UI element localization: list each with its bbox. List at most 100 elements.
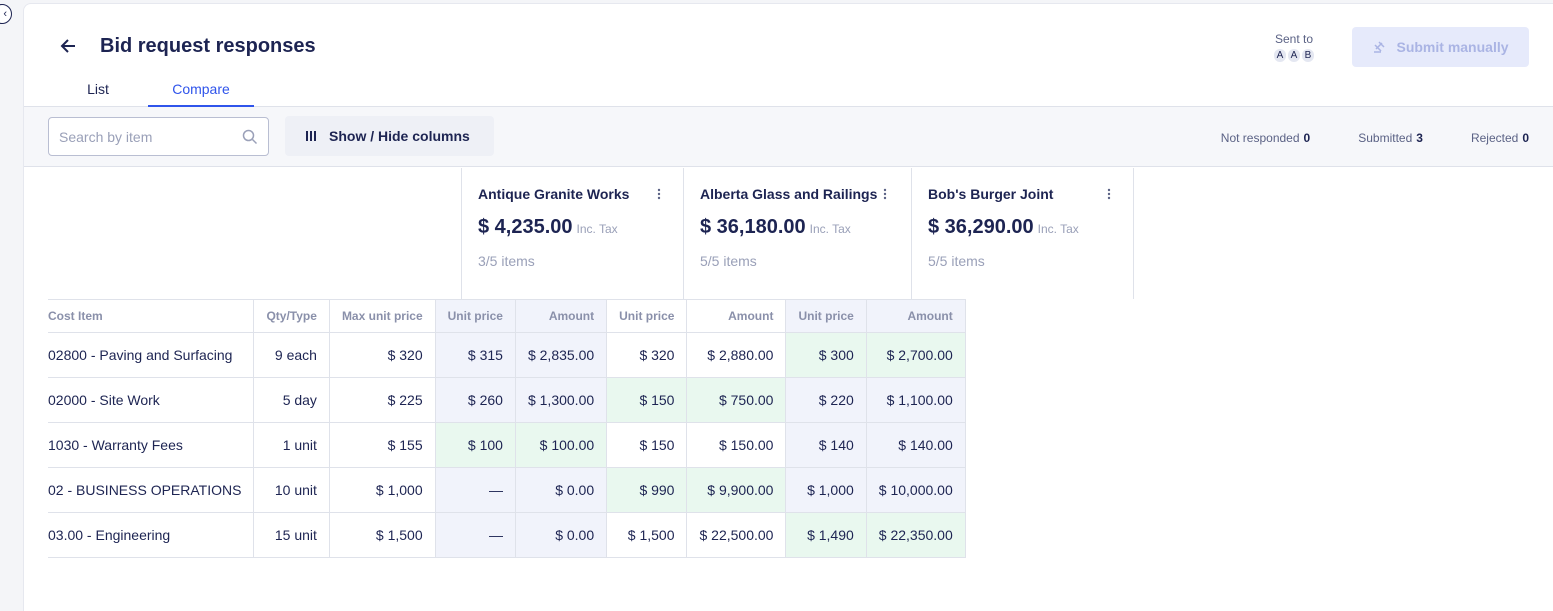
tab-list[interactable]: List xyxy=(87,81,109,97)
max-price-cell: $ 1,500 xyxy=(328,512,436,558)
col-header-amount[interactable]: Amount xyxy=(865,299,966,333)
vendor-name: Bob's Burger Joint xyxy=(928,186,1054,202)
qty-cell: 5 day xyxy=(253,377,330,423)
vendor-total: $ 36,180.00 Inc. Tax xyxy=(700,216,851,238)
vendor-name: Antique Granite Works xyxy=(478,186,630,202)
amount-cell: $ 0.00 xyxy=(514,512,608,558)
col-header-cost-item[interactable]: Cost Item xyxy=(48,299,255,333)
unit-price-cell: $ 260 xyxy=(434,377,516,423)
unit-price-cell: $ 220 xyxy=(785,377,867,423)
search-input[interactable] xyxy=(59,128,242,145)
qty-cell: 9 each xyxy=(253,332,330,378)
vendor-total: $ 36,290.00 Inc. Tax xyxy=(928,216,1079,238)
amount-cell: $ 150.00 xyxy=(686,422,787,468)
amount-cell: $ 10,000.00 xyxy=(865,467,966,513)
unit-price-cell: $ 1,000 xyxy=(785,467,867,513)
amount-cell: $ 22,350.00 xyxy=(865,512,966,558)
amount-cell: $ 140.00 xyxy=(865,422,966,468)
max-price-cell: $ 155 xyxy=(328,422,436,468)
search-icon[interactable] xyxy=(242,129,258,145)
vendor-item-count: 5/5 items xyxy=(928,253,985,269)
sent-to-avatars: A A B xyxy=(1274,49,1314,62)
amount-cell: $ 750.00 xyxy=(686,377,787,423)
cost-item-cell: 1030 - Warranty Fees xyxy=(48,422,255,468)
more-options-icon[interactable] xyxy=(1107,188,1111,200)
table-header-row: Cost Item Qty/Type Max unit price Unit p… xyxy=(48,299,966,333)
more-options-icon[interactable] xyxy=(883,188,887,200)
tab-compare[interactable]: Compare xyxy=(148,81,254,107)
max-price-cell: $ 225 xyxy=(328,377,436,423)
col-header-amount[interactable]: Amount xyxy=(514,299,608,333)
vendor-header-bobs-burger-joint: Bob's Burger Joint $ 36,290.00 Inc. Tax 5… xyxy=(911,168,1134,299)
cost-item-cell: 03.00 - Engineering xyxy=(48,512,255,558)
col-header-unit-price[interactable]: Unit price xyxy=(434,299,516,333)
count-not-responded: Not responded 0 xyxy=(1220,131,1311,145)
amount-cell: $ 2,880.00 xyxy=(686,332,787,378)
unit-price-cell: $ 315 xyxy=(434,332,516,378)
avatar[interactable]: A xyxy=(1274,49,1286,62)
unit-price-cell: $ 140 xyxy=(785,422,867,468)
count-rejected: Rejected 0 xyxy=(1470,131,1529,145)
unit-price-cell: $ 1,500 xyxy=(606,512,688,558)
unit-price-cell: $ 320 xyxy=(606,332,688,378)
back-arrow-icon[interactable] xyxy=(58,36,78,56)
unit-price-cell: $ 100 xyxy=(434,422,516,468)
more-options-icon[interactable] xyxy=(657,188,661,200)
table-row[interactable]: 02000 - Site Work 5 day $ 225 $ 260 $ 1,300.… xyxy=(48,377,966,423)
unit-price-cell: — xyxy=(434,512,516,558)
max-price-cell: $ 320 xyxy=(328,332,436,378)
unit-price-cell: — xyxy=(434,467,516,513)
cost-item-cell: 02800 - Paving and Surfacing xyxy=(48,332,255,378)
table-row[interactable]: 02 - BUSINESS OPERATIONS 10 unit $ 1,000— $… xyxy=(48,467,966,513)
amount-cell: $ 22,500.00 xyxy=(686,512,787,558)
amount-cell: $ 2,700.00 xyxy=(865,332,966,378)
vendor-total: $ 4,235.00 Inc. Tax xyxy=(478,216,618,238)
count-submitted: Submitted 3 xyxy=(1358,131,1423,145)
col-header-qty[interactable]: Qty/Type xyxy=(253,299,330,333)
table-row[interactable]: 1030 - Warranty Fees 1 unit $ 155 $ 100 $ 10… xyxy=(48,422,966,468)
amount-cell: $ 0.00 xyxy=(514,467,608,513)
cost-item-cell: 02 - BUSINESS OPERATIONS xyxy=(48,467,255,513)
sent-to-label: Sent to xyxy=(1274,32,1314,46)
show-hide-columns-label: Show / Hide columns xyxy=(329,128,470,144)
avatar[interactable]: A xyxy=(1288,49,1300,62)
qty-cell: 15 unit xyxy=(253,512,330,558)
columns-icon xyxy=(306,131,316,141)
table-row[interactable]: 02800 - Paving and Surfacing 9 each $ 320 $… xyxy=(48,332,966,378)
submit-manually-label: Submit manually xyxy=(1396,39,1509,55)
max-price-cell: $ 1,000 xyxy=(328,467,436,513)
vendor-item-count: 5/5 items xyxy=(700,253,757,269)
collapse-sidebar-button[interactable]: ‹ xyxy=(0,4,12,24)
show-hide-columns-button[interactable]: Show / Hide columns xyxy=(285,116,494,156)
col-header-unit-price[interactable]: Unit price xyxy=(606,299,688,333)
page-header: Bid request responses List Compare Sent … xyxy=(24,4,1553,107)
gavel-icon xyxy=(1374,41,1386,53)
vendor-header-alberta-glass: Alberta Glass and Railings $ 36,180.00 In… xyxy=(683,168,912,299)
col-header-amount[interactable]: Amount xyxy=(686,299,787,333)
amount-cell: $ 9,900.00 xyxy=(686,467,787,513)
amount-cell: $ 1,300.00 xyxy=(514,377,608,423)
search-box xyxy=(48,117,269,156)
page-title: Bid request responses xyxy=(100,35,316,57)
unit-price-cell: $ 300 xyxy=(785,332,867,378)
vendor-header-antique-granite-works: Antique Granite Works $ 4,235.00 Inc. Tax… xyxy=(461,168,684,299)
avatar[interactable]: B xyxy=(1302,49,1314,62)
unit-price-cell: $ 150 xyxy=(606,377,688,423)
qty-cell: 1 unit xyxy=(253,422,330,468)
amount-cell: $ 2,835.00 xyxy=(514,332,608,378)
cost-item-cell: 02000 - Site Work xyxy=(48,377,255,423)
amount-cell: $ 1,100.00 xyxy=(865,377,966,423)
qty-cell: 10 unit xyxy=(253,467,330,513)
sent-to: Sent to A A B xyxy=(1274,32,1314,62)
view-tabs: List Compare xyxy=(48,81,254,107)
comparison-table: Cost Item Qty/Type Max unit price Unit p… xyxy=(48,299,966,558)
col-header-unit-price[interactable]: Unit price xyxy=(785,299,867,333)
submit-manually-button[interactable]: Submit manually xyxy=(1352,27,1529,67)
table-row[interactable]: 03.00 - Engineering 15 unit $ 1,500— $ 0.00… xyxy=(48,512,966,558)
amount-cell: $ 100.00 xyxy=(514,422,608,468)
main-panel: Bid request responses List Compare Sent … xyxy=(23,3,1553,611)
vendor-item-count: 3/5 items xyxy=(478,253,535,269)
vendor-name: Alberta Glass and Railings xyxy=(700,186,878,202)
col-header-max-price[interactable]: Max unit price xyxy=(328,299,436,333)
